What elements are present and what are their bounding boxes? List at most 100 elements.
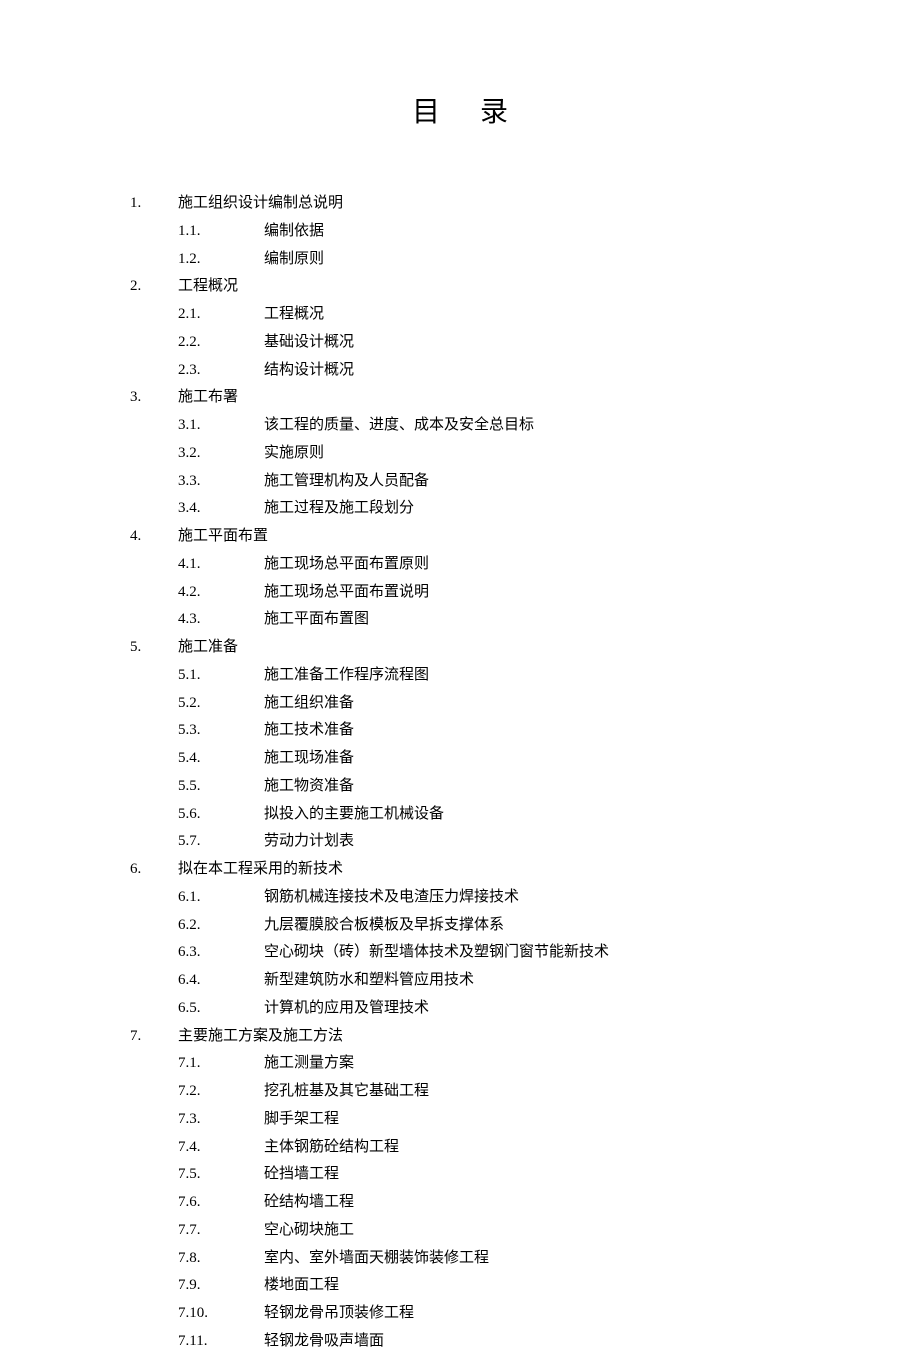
toc-number: 1.2. bbox=[178, 246, 264, 274]
toc-label: 工程概况 bbox=[264, 301, 324, 329]
toc-entry-level2: 6.3.空心砌块（砖）新型墙体技术及塑钢门窗节能新技术 bbox=[130, 939, 790, 967]
toc-number: 7.4. bbox=[178, 1134, 264, 1162]
toc-entry-level2: 5.6.拟投入的主要施工机械设备 bbox=[130, 801, 790, 829]
toc-entry-level1: 4.施工平面布置 bbox=[130, 523, 790, 551]
toc-entry-level1: 2.工程概况 bbox=[130, 273, 790, 301]
toc-entry-level2: 7.2.挖孔桩基及其它基础工程 bbox=[130, 1078, 790, 1106]
toc-entry-level2: 4.2.施工现场总平面布置说明 bbox=[130, 579, 790, 607]
toc-label: 室内、室外墙面天棚装饰装修工程 bbox=[264, 1245, 489, 1273]
toc-label: 结构设计概况 bbox=[264, 357, 354, 385]
toc-entry-level1: 6.拟在本工程采用的新技术 bbox=[130, 856, 790, 884]
toc-number: 7.1. bbox=[178, 1050, 264, 1078]
toc-entry-level2: 5.5.施工物资准备 bbox=[130, 773, 790, 801]
toc-number: 7.2. bbox=[178, 1078, 264, 1106]
toc-number: 1.1. bbox=[178, 218, 264, 246]
toc-entry-level2: 1.1.编制依据 bbox=[130, 218, 790, 246]
toc-entry-level2: 2.1.工程概况 bbox=[130, 301, 790, 329]
toc-label: 劳动力计划表 bbox=[264, 828, 354, 856]
toc-entry-level2: 5.7.劳动力计划表 bbox=[130, 828, 790, 856]
toc-number: 5.2. bbox=[178, 690, 264, 718]
toc-number: 6.5. bbox=[178, 995, 264, 1023]
toc-title: 目录 bbox=[130, 90, 790, 130]
toc-entry-level2: 5.3.施工技术准备 bbox=[130, 717, 790, 745]
toc-label: 施工物资准备 bbox=[264, 773, 354, 801]
toc-label: 新型建筑防水和塑料管应用技术 bbox=[264, 967, 474, 995]
toc-entry-level2: 5.1.施工准备工作程序流程图 bbox=[130, 662, 790, 690]
toc-number: 2.2. bbox=[178, 329, 264, 357]
toc-entry-level1: 7.主要施工方案及施工方法 bbox=[130, 1023, 790, 1051]
toc-number: 7.11. bbox=[178, 1328, 264, 1356]
toc-number: 7.9. bbox=[178, 1272, 264, 1300]
toc-number: 7. bbox=[130, 1023, 178, 1051]
toc-number: 7.5. bbox=[178, 1161, 264, 1189]
toc-label: 主体钢筋砼结构工程 bbox=[264, 1134, 399, 1162]
toc-label: 挖孔桩基及其它基础工程 bbox=[264, 1078, 429, 1106]
toc-number: 3.3. bbox=[178, 468, 264, 496]
toc-number: 3.2. bbox=[178, 440, 264, 468]
toc-entry-level2: 5.2.施工组织准备 bbox=[130, 690, 790, 718]
toc-entry-level2: 4.3.施工平面布置图 bbox=[130, 606, 790, 634]
toc-label: 工程概况 bbox=[178, 273, 238, 301]
toc-label: 实施原则 bbox=[264, 440, 324, 468]
toc-label: 施工测量方案 bbox=[264, 1050, 354, 1078]
toc-label: 施工平面布置图 bbox=[264, 606, 369, 634]
toc-number: 2. bbox=[130, 273, 178, 301]
toc-label: 基础设计概况 bbox=[264, 329, 354, 357]
toc-number: 5.3. bbox=[178, 717, 264, 745]
toc-label: 编制依据 bbox=[264, 218, 324, 246]
toc-number: 7.3. bbox=[178, 1106, 264, 1134]
toc-label: 施工现场总平面布置原则 bbox=[264, 551, 429, 579]
toc-number: 5. bbox=[130, 634, 178, 662]
toc-label: 九层覆膜胶合板模板及早拆支撑体系 bbox=[264, 912, 504, 940]
toc-label: 施工管理机构及人员配备 bbox=[264, 468, 429, 496]
toc-entry-level2: 6.2.九层覆膜胶合板模板及早拆支撑体系 bbox=[130, 912, 790, 940]
toc-label: 砼结构墙工程 bbox=[264, 1189, 354, 1217]
toc-entry-level2: 5.4.施工现场准备 bbox=[130, 745, 790, 773]
toc-number: 5.1. bbox=[178, 662, 264, 690]
toc-entry-level2: 6.5.计算机的应用及管理技术 bbox=[130, 995, 790, 1023]
toc-entry-level2: 1.2.编制原则 bbox=[130, 246, 790, 274]
toc-entry-level2: 3.4.施工过程及施工段划分 bbox=[130, 495, 790, 523]
toc-entry-level2: 3.3.施工管理机构及人员配备 bbox=[130, 468, 790, 496]
toc-label: 施工现场准备 bbox=[264, 745, 354, 773]
toc-number: 7.10. bbox=[178, 1300, 264, 1328]
toc-number: 6.1. bbox=[178, 884, 264, 912]
toc-entry-level1: 1.施工组织设计编制总说明 bbox=[130, 190, 790, 218]
toc-label: 空心砌块施工 bbox=[264, 1217, 354, 1245]
toc-label: 计算机的应用及管理技术 bbox=[264, 995, 429, 1023]
toc-number: 6. bbox=[130, 856, 178, 884]
toc-label: 施工平面布置 bbox=[178, 523, 268, 551]
toc-label: 施工组织准备 bbox=[264, 690, 354, 718]
toc-number: 3. bbox=[130, 384, 178, 412]
toc-label: 施工技术准备 bbox=[264, 717, 354, 745]
toc-entry-level2: 6.1.钢筋机械连接技术及电渣压力焊接技术 bbox=[130, 884, 790, 912]
toc-entry-level1: 3.施工布署 bbox=[130, 384, 790, 412]
toc-label: 拟投入的主要施工机械设备 bbox=[264, 801, 444, 829]
toc-label: 施工准备 bbox=[178, 634, 238, 662]
toc-label: 楼地面工程 bbox=[264, 1272, 339, 1300]
toc-label: 主要施工方案及施工方法 bbox=[178, 1023, 343, 1051]
toc-number: 5.5. bbox=[178, 773, 264, 801]
toc-number: 3.1. bbox=[178, 412, 264, 440]
toc-label: 编制原则 bbox=[264, 246, 324, 274]
toc-number: 1. bbox=[130, 190, 178, 218]
toc-label: 施工布署 bbox=[178, 384, 238, 412]
toc-label: 钢筋机械连接技术及电渣压力焊接技术 bbox=[264, 884, 519, 912]
toc-label: 施工过程及施工段划分 bbox=[264, 495, 414, 523]
toc-list: 1.施工组织设计编制总说明1.1.编制依据1.2.编制原则2.工程概况2.1.工… bbox=[130, 190, 790, 1356]
toc-label: 砼挡墙工程 bbox=[264, 1161, 339, 1189]
toc-label: 拟在本工程采用的新技术 bbox=[178, 856, 343, 884]
toc-number: 4.1. bbox=[178, 551, 264, 579]
toc-entry-level2: 7.3.脚手架工程 bbox=[130, 1106, 790, 1134]
toc-entry-level2: 3.1.该工程的质量、进度、成本及安全总目标 bbox=[130, 412, 790, 440]
toc-entry-level2: 7.10.轻钢龙骨吊顶装修工程 bbox=[130, 1300, 790, 1328]
toc-number: 5.6. bbox=[178, 801, 264, 829]
toc-entry-level2: 7.5.砼挡墙工程 bbox=[130, 1161, 790, 1189]
toc-number: 5.4. bbox=[178, 745, 264, 773]
toc-entry-level2: 7.6.砼结构墙工程 bbox=[130, 1189, 790, 1217]
toc-number: 4. bbox=[130, 523, 178, 551]
toc-label: 空心砌块（砖）新型墙体技术及塑钢门窗节能新技术 bbox=[264, 939, 609, 967]
toc-entry-level2: 2.2.基础设计概况 bbox=[130, 329, 790, 357]
toc-entry-level2: 7.11.轻钢龙骨吸声墙面 bbox=[130, 1328, 790, 1356]
toc-number: 4.2. bbox=[178, 579, 264, 607]
